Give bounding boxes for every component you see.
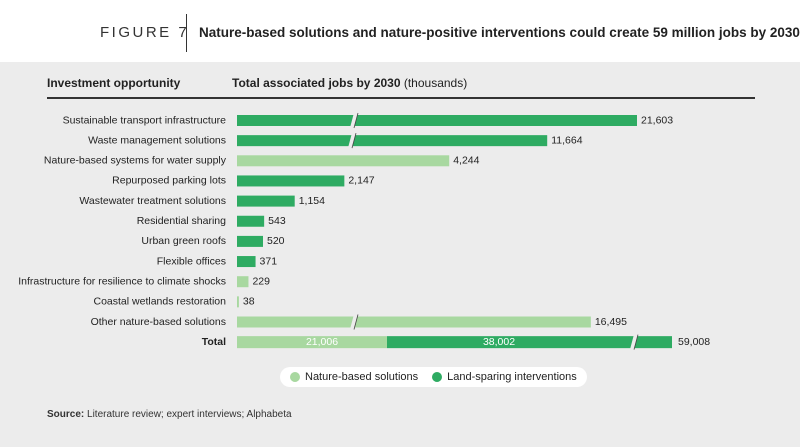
value-label: 21,603	[641, 114, 673, 126]
category-label: Coastal wetlands restoration	[94, 296, 227, 308]
bar	[237, 316, 591, 328]
header-divider	[186, 14, 187, 52]
category-label: Other nature-based solutions	[91, 316, 226, 328]
value-label: 520	[267, 235, 285, 247]
bar	[237, 115, 637, 126]
axis-break-mark	[633, 334, 639, 350]
category-label: Repurposed parking lots	[112, 175, 226, 187]
axis-break-gap	[630, 334, 638, 351]
legend-item-nature: Nature-based solutions	[290, 371, 418, 383]
axis-break-mark	[353, 314, 359, 330]
legend-item-land: Land-sparing interventions	[432, 371, 577, 383]
bar	[237, 135, 548, 147]
bar-chart: Sustainable transport infrastructure 21,6…	[18, 112, 710, 351]
bar	[237, 276, 249, 288]
value-label: 543	[268, 215, 286, 227]
figure-title: Nature-based solutions and nature-positi…	[199, 25, 800, 40]
value-label: 1,154	[299, 195, 325, 207]
value-label: 11,664	[551, 134, 582, 146]
bar	[237, 235, 263, 247]
axis-break-mark	[353, 112, 359, 129]
legend-swatch-nature	[290, 372, 300, 382]
category-label: Wastewater treatment solutions	[79, 195, 226, 207]
source-prefix: Source:	[47, 409, 85, 420]
figure-label: FIGURE 7	[100, 24, 190, 41]
bar	[237, 215, 265, 227]
total-bar-land	[387, 336, 672, 349]
value-label: 371	[260, 255, 278, 267]
source-text: Literature review; expert interviews; Al…	[84, 409, 292, 420]
total-land-value: 38,002	[483, 336, 515, 348]
column-header-jobs: Total associated jobs by 2030 (thousands…	[232, 76, 467, 90]
bar	[237, 155, 450, 167]
value-label: 229	[252, 275, 270, 287]
axis-break-gap	[350, 112, 358, 129]
header-rule	[47, 97, 755, 99]
jobs-header-unit: (thousands)	[400, 76, 468, 90]
bar	[237, 195, 295, 207]
category-label: Nature-based systems for water supply	[44, 155, 227, 167]
total-bar-nature	[237, 336, 387, 349]
bar	[237, 175, 345, 187]
bar	[237, 256, 256, 268]
total-sum-value: 59,008	[678, 336, 710, 348]
category-label: Residential sharing	[137, 215, 226, 227]
bar	[237, 296, 239, 308]
axis-break-gap	[348, 132, 356, 149]
column-header-opportunity: Investment opportunity	[47, 76, 181, 90]
category-label: Infrastructure for resilience to climate…	[18, 275, 226, 287]
source-note: Source: Literature review; expert interv…	[47, 409, 292, 420]
total-nature-value: 21,006	[306, 336, 338, 348]
legend-label-land: Land-sparing interventions	[447, 371, 577, 383]
value-label: 16,495	[595, 316, 627, 328]
value-label: 38	[243, 296, 255, 308]
legend-label-nature: Nature-based solutions	[305, 371, 419, 383]
axis-break-mark	[351, 133, 357, 149]
value-label: 2,147	[348, 175, 374, 187]
value-label: 4,244	[453, 155, 479, 167]
category-label: Waste management solutions	[88, 134, 226, 146]
figure-header: FIGURE 7 Nature-based solutions and natu…	[0, 0, 800, 62]
jobs-header-bold: Total associated jobs by 2030	[232, 76, 401, 90]
legend: Nature-based solutions Land-sparing inte…	[280, 367, 587, 387]
category-label: Urban green roofs	[141, 235, 226, 247]
total-label: Total	[202, 336, 226, 348]
category-label: Flexible offices	[157, 255, 226, 267]
legend-swatch-land	[432, 372, 443, 382]
axis-break-gap	[350, 313, 358, 331]
category-label: Sustainable transport infrastructure	[63, 114, 227, 126]
